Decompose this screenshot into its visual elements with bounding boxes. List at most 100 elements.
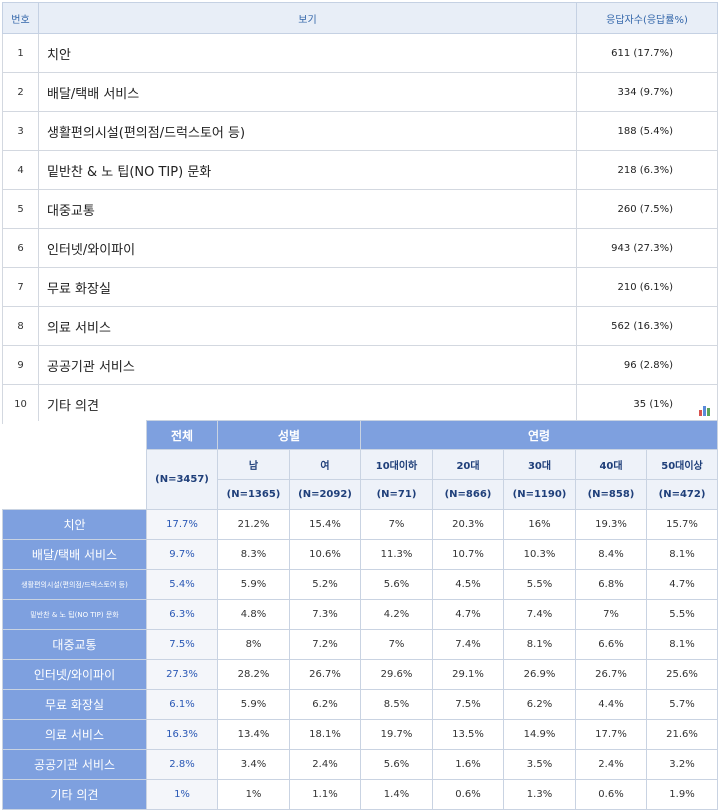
age-header: 50대이상 bbox=[645, 449, 719, 480]
crosstab-cell: 3.4% bbox=[217, 749, 290, 780]
crosstab-cell: 8.3% bbox=[217, 539, 290, 570]
crosstab-cell: 0.6% bbox=[432, 779, 504, 810]
crosstab-cell: 21.6% bbox=[645, 719, 719, 750]
crosstab-cell: 7% bbox=[360, 509, 433, 540]
option-label: 배달/택배 서비스 bbox=[38, 72, 577, 112]
crosstab-cell: 5.2% bbox=[289, 569, 361, 600]
crosstab-cell: 26.9% bbox=[503, 659, 576, 690]
crosstab-cell: 5.6% bbox=[360, 749, 433, 780]
crosstab-cell: 4.4% bbox=[575, 689, 647, 720]
crosstab-cell: 6.8% bbox=[575, 569, 647, 600]
crosstab-cell: 13.5% bbox=[432, 719, 504, 750]
option-label: 인터넷/와이파이 bbox=[38, 228, 577, 268]
option-number: 4 bbox=[2, 150, 39, 190]
option-responses: 210 (6.1%) bbox=[576, 267, 718, 307]
option-responses: 188 (5.4%) bbox=[576, 111, 718, 151]
crosstab-row-label: 인터넷/와이파이 bbox=[2, 659, 147, 690]
crosstab-row: 생활편의시설(편의점/드럭스토어 등) 5.4% 5.9% 5.2% 5.6% 4.5% 5… bbox=[2, 569, 719, 600]
age-header: 20대 bbox=[432, 449, 504, 480]
option-number: 10 bbox=[2, 384, 39, 424]
crosstab-cell: 4.7% bbox=[432, 599, 504, 630]
crosstab-cell: 2.4% bbox=[289, 749, 361, 780]
option-label: 의료 서비스 bbox=[38, 306, 577, 346]
option-row: 9 공공기관 서비스 96 (2.8%) bbox=[2, 345, 718, 385]
crosstab-cell: 2.4% bbox=[575, 749, 647, 780]
option-label: 생활편의시설(편의점/드럭스토어 등) bbox=[38, 111, 577, 151]
header-no: 번호 bbox=[2, 2, 39, 34]
crosstab-cell: 4.5% bbox=[432, 569, 504, 600]
crosstab-cell: 5.7% bbox=[645, 689, 719, 720]
crosstab-cell: 8.4% bbox=[575, 539, 647, 570]
crosstab-row-label: 의료 서비스 bbox=[2, 719, 147, 750]
options-table: 번호 보기 응답자수(응답률%) 1 치안 611 (17.7%) 2 배달/택배 서비… bbox=[2, 2, 718, 424]
age-n: (N=71) bbox=[360, 479, 433, 510]
crosstab-cell: 8.1% bbox=[645, 629, 719, 660]
age-group-header: 연령 bbox=[359, 420, 719, 450]
option-responses: 218 (6.3%) bbox=[576, 150, 718, 190]
crosstab-total-cell: 9.7% bbox=[146, 539, 218, 570]
option-label: 무료 화장실 bbox=[38, 267, 577, 307]
crosstab-cell: 5.9% bbox=[217, 689, 290, 720]
option-number: 3 bbox=[2, 111, 39, 151]
crosstab-cell: 21.2% bbox=[217, 509, 290, 540]
crosstab-cell: 8% bbox=[217, 629, 290, 660]
crosstab-cell: 5.5% bbox=[503, 569, 576, 600]
crosstab-cell: 4.2% bbox=[360, 599, 433, 630]
crosstab-cell: 29.1% bbox=[432, 659, 504, 690]
crosstab-cell: 10.7% bbox=[432, 539, 504, 570]
crosstab-row-label: 공공기관 서비스 bbox=[2, 749, 147, 780]
crosstab-cell: 15.7% bbox=[645, 509, 719, 540]
crosstab-row: 밑반찬 & 노 팁(NO TIP) 문화 6.3% 4.8% 7.3% 4.2% 4.7%… bbox=[2, 599, 719, 630]
crosstab-cell: 8.5% bbox=[360, 689, 433, 720]
total-n: (N=3457) bbox=[146, 449, 218, 510]
crosstab-cell: 6.6% bbox=[575, 629, 647, 660]
total-header: 전체 bbox=[146, 420, 218, 450]
crosstab-cell: 7.2% bbox=[289, 629, 361, 660]
crosstab-cell: 6.2% bbox=[503, 689, 576, 720]
age-n: (N=472) bbox=[645, 479, 719, 510]
crosstab-total-cell: 27.3% bbox=[146, 659, 218, 690]
crosstab-total-cell: 16.3% bbox=[146, 719, 218, 750]
option-label: 기타 의견 bbox=[38, 384, 577, 424]
gender-n: (N=2092) bbox=[289, 479, 361, 510]
crosstab-cell: 7.4% bbox=[432, 629, 504, 660]
crosstab-cell: 26.7% bbox=[575, 659, 647, 690]
option-row: 3 생활편의시설(편의점/드럭스토어 등) 188 (5.4%) bbox=[2, 111, 718, 151]
option-row: 8 의료 서비스 562 (16.3%) bbox=[2, 306, 718, 346]
crosstab-cell: 7.4% bbox=[503, 599, 576, 630]
crosstab-total-cell: 1% bbox=[146, 779, 218, 810]
option-number: 1 bbox=[2, 33, 39, 73]
crosstab-cell: 1.3% bbox=[503, 779, 576, 810]
crosstab-total-cell: 6.1% bbox=[146, 689, 218, 720]
crosstab-row-label: 대중교통 bbox=[2, 629, 147, 660]
crosstab-cell: 19.7% bbox=[360, 719, 433, 750]
crosstab-cell: 7% bbox=[575, 599, 647, 630]
crosstab-total-cell: 7.5% bbox=[146, 629, 218, 660]
option-number: 5 bbox=[2, 189, 39, 229]
crosstab-total-cell: 6.3% bbox=[146, 599, 218, 630]
crosstab-cell: 20.3% bbox=[432, 509, 504, 540]
crosstab-cell: 15.4% bbox=[289, 509, 361, 540]
crosstab-cell: 4.7% bbox=[645, 569, 719, 600]
bar-chart-icon[interactable] bbox=[698, 404, 712, 416]
option-label: 공공기관 서비스 bbox=[38, 345, 577, 385]
crosstab-row-label: 생활편의시설(편의점/드럭스토어 등) bbox=[2, 569, 147, 600]
crosstab-cell: 1.4% bbox=[360, 779, 433, 810]
crosstab-cell: 13.4% bbox=[217, 719, 290, 750]
crosstab-cell: 17.7% bbox=[575, 719, 647, 750]
crosstab-cell: 7.3% bbox=[289, 599, 361, 630]
crosstab-row-label: 치안 bbox=[2, 509, 147, 540]
option-responses: 96 (2.8%) bbox=[576, 345, 718, 385]
option-responses: 260 (7.5%) bbox=[576, 189, 718, 229]
crosstab-row: 배달/택배 서비스 9.7% 8.3% 10.6% 11.3% 10.7% 10.3% 8.4… bbox=[2, 539, 719, 570]
crosstab-row: 무료 화장실 6.1% 5.9% 6.2% 8.5% 7.5% 6.2% 4.4% 5.7% bbox=[2, 689, 719, 720]
age-header: 10대이하 bbox=[360, 449, 433, 480]
option-responses: 35 (1%) bbox=[576, 384, 718, 424]
crosstab-cell: 1% bbox=[217, 779, 290, 810]
crosstab-cell: 6.2% bbox=[289, 689, 361, 720]
crosstab-cell: 19.3% bbox=[575, 509, 647, 540]
options-header-row: 번호 보기 응답자수(응답률%) bbox=[2, 2, 718, 34]
age-n: (N=1190) bbox=[503, 479, 576, 510]
option-label: 대중교통 bbox=[38, 189, 577, 229]
crosstab-cell: 11.3% bbox=[360, 539, 433, 570]
